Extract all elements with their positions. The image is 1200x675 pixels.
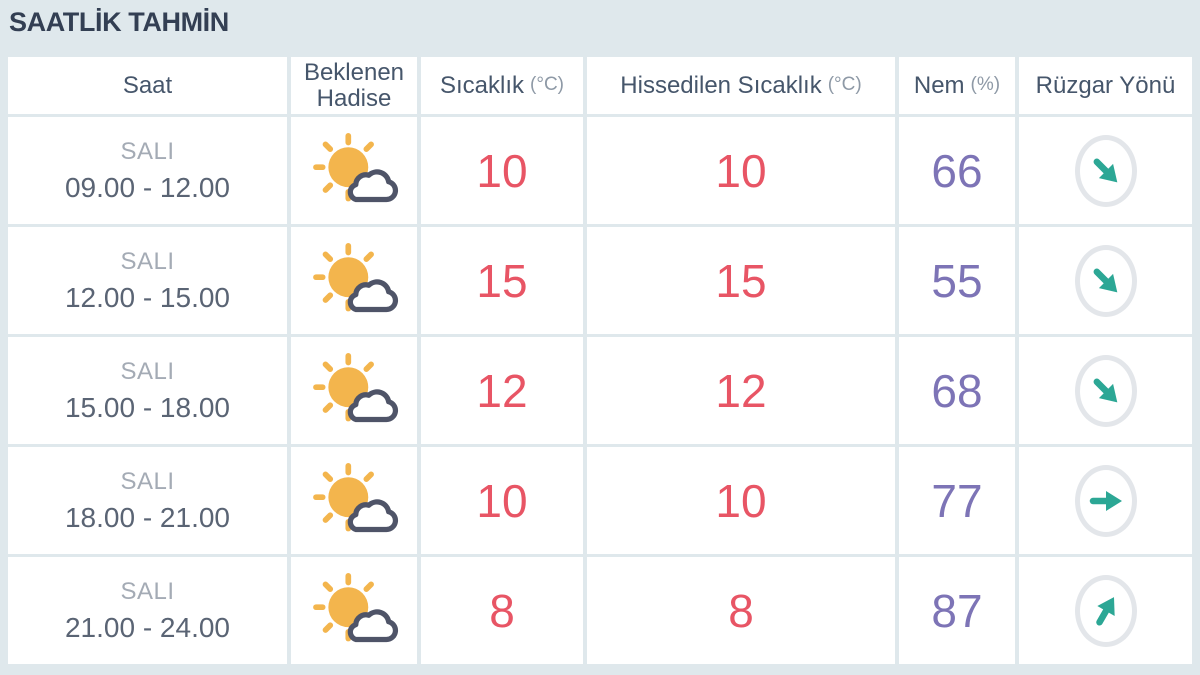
weather-condition-cell (291, 227, 417, 334)
feels-like-cell: 10 (587, 117, 895, 224)
wind-direction-cell (1019, 447, 1192, 554)
wind-direction-indicator (1074, 354, 1137, 427)
wind-arrow-icon (1080, 255, 1131, 306)
time-range: 12.00 - 15.00 (64, 281, 231, 313)
header-label: Beklenen Hadise (303, 58, 405, 112)
wind-arrow-icon (1080, 365, 1131, 416)
header-label: Sıcaklık (439, 71, 525, 99)
humidity-cell: 87 (899, 557, 1015, 664)
partly-cloudy-icon (308, 572, 400, 649)
header-label: Nem (913, 71, 965, 99)
humidity-cell: 55 (899, 227, 1015, 334)
wind-ring (1074, 134, 1137, 207)
day-label: SALI (120, 357, 175, 385)
day-label: SALI (120, 247, 175, 275)
weather-condition-cell (291, 557, 417, 664)
header-unit: (%) (970, 74, 1001, 96)
column-header-nem: Nem (%) (899, 57, 1015, 114)
humidity-cell: 68 (899, 337, 1015, 444)
feels-like-cell: 8 (587, 557, 895, 664)
time-range: 09.00 - 12.00 (64, 171, 231, 203)
feels-like-cell: 15 (587, 227, 895, 334)
column-header-hissedilen-sicaklik: Hissedilen Sıcaklık (°C) (587, 57, 895, 114)
wind-ring (1074, 574, 1137, 647)
wind-direction-cell (1019, 557, 1192, 664)
column-header-beklenen-hadise: Beklenen Hadise (291, 57, 417, 114)
header-label: Rüzgar Yönü (1035, 71, 1176, 99)
time-range: 21.00 - 24.00 (64, 611, 231, 643)
partly-cloudy-icon (308, 242, 400, 319)
time-range-cell: SALI 09.00 - 12.00 (8, 117, 287, 224)
wind-direction-cell (1019, 117, 1192, 224)
wind-arrow-icon (1081, 586, 1130, 635)
wind-ring (1074, 464, 1137, 537)
header-label: Saat (122, 71, 173, 99)
feels-like-cell: 12 (587, 337, 895, 444)
partly-cloudy-icon (308, 462, 400, 539)
time-range-cell: SALI 18.00 - 21.00 (8, 447, 287, 554)
wind-direction-indicator (1074, 464, 1137, 537)
header-unit: (°C) (530, 74, 564, 96)
column-header-sicaklik: Sıcaklık (°C) (421, 57, 583, 114)
wind-direction-cell (1019, 337, 1192, 444)
column-header-ruzgar-yonu: Rüzgar Yönü (1019, 57, 1192, 114)
page-title: SAATLİK TAHMİN (9, 7, 229, 37)
hourly-forecast-table: Saat Beklenen Hadise Sıcaklık (°C) Hisse… (8, 57, 1192, 664)
humidity-cell: 77 (899, 447, 1015, 554)
time-range-cell: SALI 12.00 - 15.00 (8, 227, 287, 334)
header-unit: (°C) (827, 74, 862, 96)
feels-like-cell: 10 (587, 447, 895, 554)
temperature-cell: 10 (421, 447, 583, 554)
title-bar: SAATLİK TAHMİN (0, 0, 1200, 57)
day-label: SALI (120, 577, 175, 605)
wind-ring (1074, 354, 1137, 427)
weather-condition-cell (291, 337, 417, 444)
time-range-cell: SALI 15.00 - 18.00 (8, 337, 287, 444)
time-range: 18.00 - 21.00 (64, 501, 231, 533)
weather-condition-cell (291, 117, 417, 224)
time-range-cell: SALI 21.00 - 24.00 (8, 557, 287, 664)
temperature-cell: 10 (421, 117, 583, 224)
temperature-cell: 15 (421, 227, 583, 334)
time-range: 15.00 - 18.00 (64, 391, 231, 423)
wind-direction-cell (1019, 227, 1192, 334)
wind-direction-indicator (1074, 134, 1137, 207)
temperature-cell: 8 (421, 557, 583, 664)
humidity-cell: 66 (899, 117, 1015, 224)
partly-cloudy-icon (308, 352, 400, 429)
day-label: SALI (120, 467, 175, 495)
day-label: SALI (120, 137, 175, 165)
wind-arrow-icon (1088, 483, 1124, 519)
column-header-saat: Saat (8, 57, 287, 114)
temperature-cell: 12 (421, 337, 583, 444)
header-label: Hissedilen Sıcaklık (620, 71, 822, 99)
wind-ring (1074, 244, 1137, 317)
partly-cloudy-icon (308, 132, 400, 209)
wind-arrow-icon (1080, 145, 1131, 196)
wind-direction-indicator (1074, 574, 1137, 647)
weather-condition-cell (291, 447, 417, 554)
wind-direction-indicator (1074, 244, 1137, 317)
